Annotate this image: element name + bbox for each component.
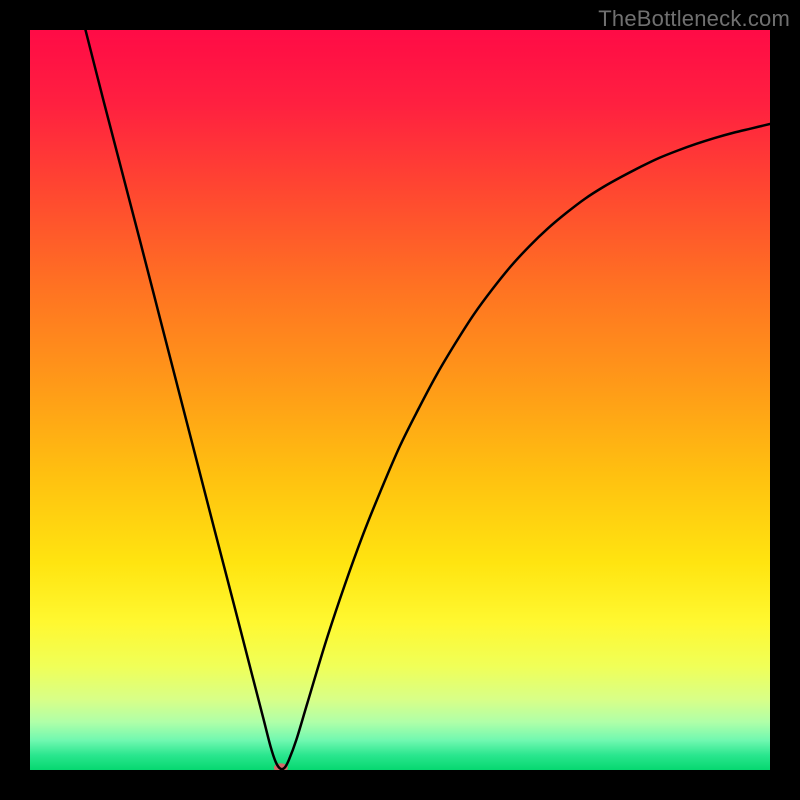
watermark-text: TheBottleneck.com	[598, 6, 790, 32]
bottleneck-chart	[0, 0, 800, 800]
chart-container: { "watermark": { "text": "TheBottleneck.…	[0, 0, 800, 800]
gradient-background	[30, 30, 770, 770]
